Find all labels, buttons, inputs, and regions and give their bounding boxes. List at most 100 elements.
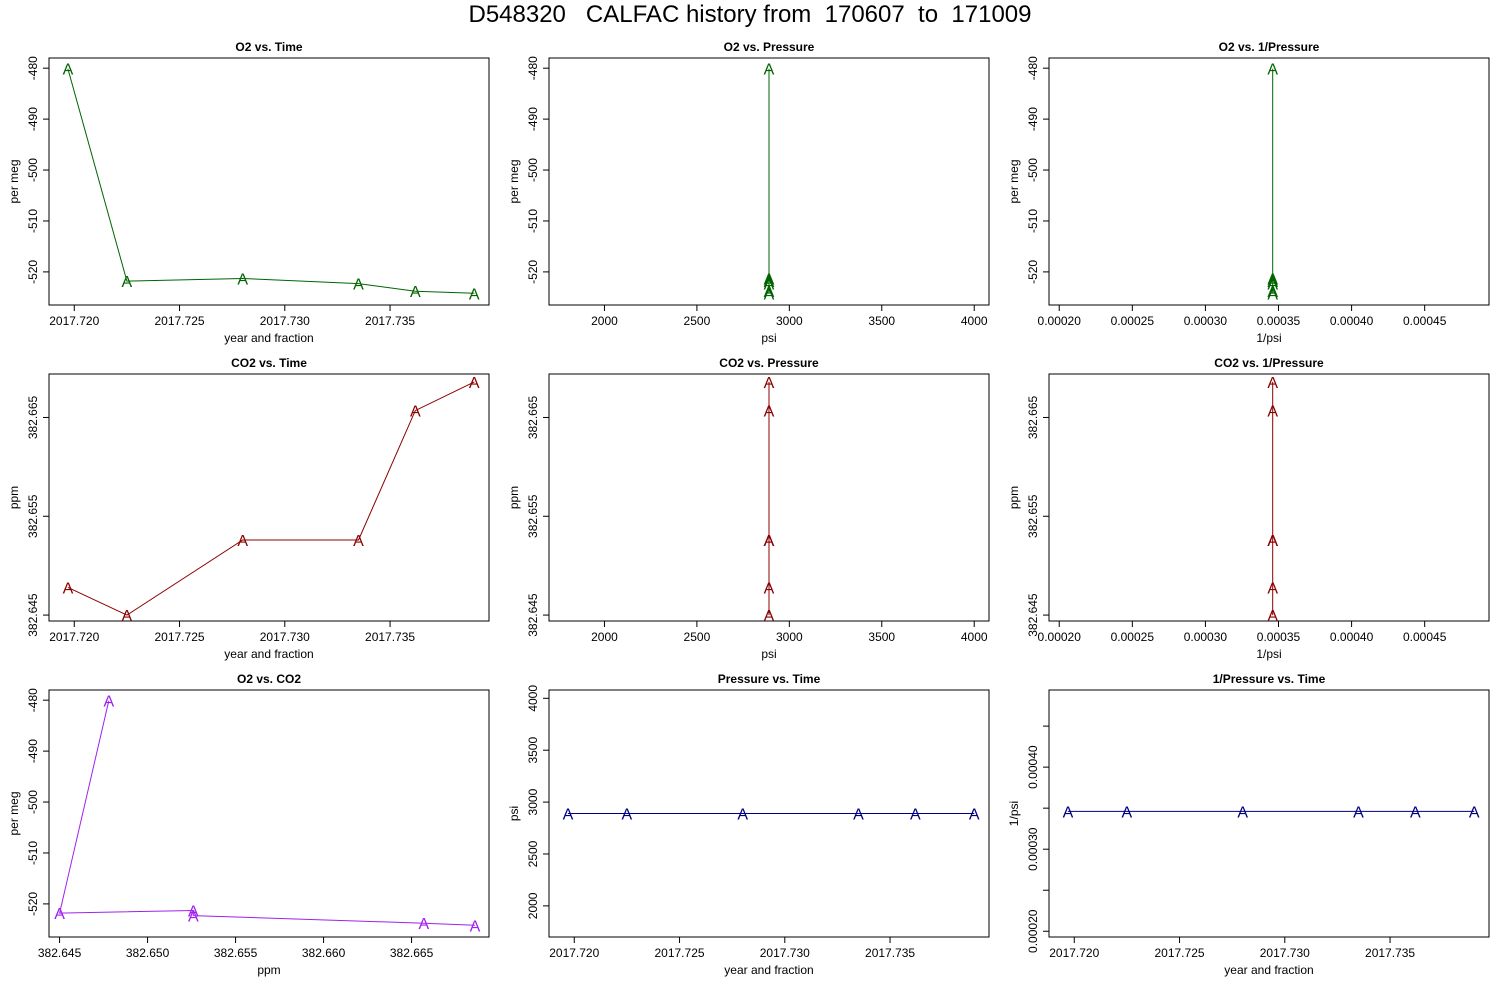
data-point-marker: A: [1267, 284, 1278, 301]
x-tick-label: 3500: [868, 630, 895, 644]
x-tick-label: 2017.730: [760, 946, 810, 960]
data-point-marker: A: [764, 62, 775, 79]
data-point-marker: A: [737, 807, 748, 824]
data-point-marker: A: [63, 62, 74, 79]
y-tick-label: -510: [526, 209, 540, 233]
data-point-marker: A: [353, 277, 364, 294]
chart-panel-5: CO2 vs. Pressure 2000 2500 3000 3500 4000 382.…: [507, 356, 990, 661]
data-point-marker: A: [969, 807, 980, 824]
data-point-marker: A: [1267, 375, 1278, 392]
chart-title: CO2 vs. Time: [231, 356, 307, 370]
x-tick-label: 0.00030: [1184, 314, 1228, 328]
y-tick-label: -480: [26, 688, 40, 712]
x-tick-label: 2000: [591, 630, 618, 644]
plot-frame: [548, 689, 990, 938]
y-tick-label: -510: [26, 209, 40, 233]
page-title: D548320 CALFAC history from 170607 to 17…: [468, 1, 1032, 28]
x-axis-label: year and fraction: [224, 331, 313, 345]
data-point-marker: A: [1267, 533, 1278, 550]
y-tick-label: -520: [526, 260, 540, 284]
x-tick-label: 2017.735: [365, 314, 415, 328]
y-axis-label: ppm: [1007, 486, 1021, 509]
data-point-marker: A: [1267, 286, 1278, 303]
y-axis-label: per meg: [7, 159, 21, 203]
plot-frame: [548, 57, 990, 306]
y-tick-label: -490: [526, 107, 540, 131]
x-tick-label: 2017.735: [865, 946, 915, 960]
x-tick-label: 382.660: [302, 946, 346, 960]
data-point-marker: A: [764, 284, 775, 301]
series-line: [67, 381, 475, 616]
data-point-marker: A: [1267, 404, 1278, 421]
y-axis-label: ppm: [507, 486, 521, 509]
x-tick-label: 2017.720: [1049, 946, 1099, 960]
y-axis-label: ppm: [7, 486, 21, 509]
data-point-marker: A: [470, 918, 481, 935]
chart-panel-2: O2 vs. Pressure 2000 2500 3000 3500 4000 -480 -…: [507, 40, 990, 345]
y-tick-label: -490: [26, 739, 40, 763]
chart-title: O2 vs. Pressure: [724, 40, 815, 54]
x-axis-label: psi: [761, 331, 776, 345]
plot-frame: [1048, 373, 1490, 622]
x-tick-label: 2017.735: [365, 630, 415, 644]
y-tick-label: -500: [1026, 158, 1040, 182]
data-point-marker: A: [237, 533, 248, 550]
chart-title: CO2 vs. 1/Pressure: [1214, 356, 1324, 370]
plot-frame: [48, 373, 490, 622]
x-tick-label: 0.00045: [1403, 314, 1447, 328]
x-tick-label: 3000: [776, 314, 803, 328]
data-point-marker: A: [622, 807, 633, 824]
series-line: [58, 700, 475, 926]
x-tick-label: 0.00020: [1038, 314, 1082, 328]
chart-panel-8: Pressure vs. Time 2017.720 2017.725 2017.73…: [507, 672, 990, 977]
plot-frame: [1048, 689, 1490, 938]
data-point-marker: A: [419, 916, 430, 933]
y-axis-label: per meg: [1007, 159, 1021, 203]
y-tick-label: 0.00040: [1026, 745, 1040, 789]
y-tick-label: 382.665: [1026, 395, 1040, 439]
y-tick-label: -480: [526, 56, 540, 80]
y-tick-label: -490: [1026, 107, 1040, 131]
y-tick-label: 382.655: [1026, 494, 1040, 538]
plot-frame: [48, 689, 490, 938]
y-axis-label: 1/psi: [1007, 801, 1021, 826]
y-tick-label: -510: [26, 841, 40, 865]
x-tick-label: 2017.730: [260, 630, 310, 644]
y-tick-label: 3500: [526, 737, 540, 764]
data-point-marker: A: [764, 533, 775, 550]
data-point-marker: A: [1267, 608, 1278, 625]
data-point-marker: A: [1353, 804, 1364, 821]
x-tick-label: 0.00025: [1111, 314, 1155, 328]
chart-title: CO2 vs. Pressure: [719, 356, 819, 370]
data-point-marker: A: [1469, 804, 1480, 821]
data-point-marker: A: [122, 608, 133, 625]
x-axis-label: year and fraction: [724, 963, 813, 977]
chart-panel-3: O2 vs. 1/Pressure 0.00020 0.00025 0.00030 0.…: [1007, 40, 1490, 345]
y-tick-label: -500: [526, 158, 540, 182]
chart-title: Pressure vs. Time: [718, 672, 821, 686]
series-line: [67, 68, 475, 294]
x-axis-label: year and fraction: [1224, 963, 1313, 977]
data-point-marker: A: [764, 375, 775, 392]
plot-frame: [548, 373, 990, 622]
y-tick-label: -500: [26, 790, 40, 814]
x-tick-label: 382.650: [126, 946, 170, 960]
x-axis-label: year and fraction: [224, 647, 313, 661]
data-point-marker: A: [188, 904, 199, 921]
y-tick-label: -510: [1026, 209, 1040, 233]
y-tick-label: 3000: [526, 788, 540, 815]
x-tick-label: 2017.735: [1365, 946, 1415, 960]
x-tick-label: 3500: [868, 314, 895, 328]
plot-frame: [1048, 57, 1490, 306]
x-tick-label: 382.655: [214, 946, 258, 960]
y-tick-label: -520: [26, 892, 40, 916]
y-tick-label: 382.665: [26, 395, 40, 439]
data-point-marker: A: [469, 375, 480, 392]
y-tick-label: 2000: [526, 892, 540, 919]
data-point-marker: A: [563, 807, 574, 824]
y-tick-label: -520: [26, 260, 40, 284]
chart-panel-1: O2 vs. Time 2017.720 2017.725 2017.730 2017.…: [7, 40, 490, 345]
chart-panel-9: 1/Pressure vs. Time 2017.720 2017.725 2017.…: [1007, 672, 1490, 977]
y-tick-label: 0.00020: [1026, 909, 1040, 953]
y-tick-label: 382.655: [26, 494, 40, 538]
